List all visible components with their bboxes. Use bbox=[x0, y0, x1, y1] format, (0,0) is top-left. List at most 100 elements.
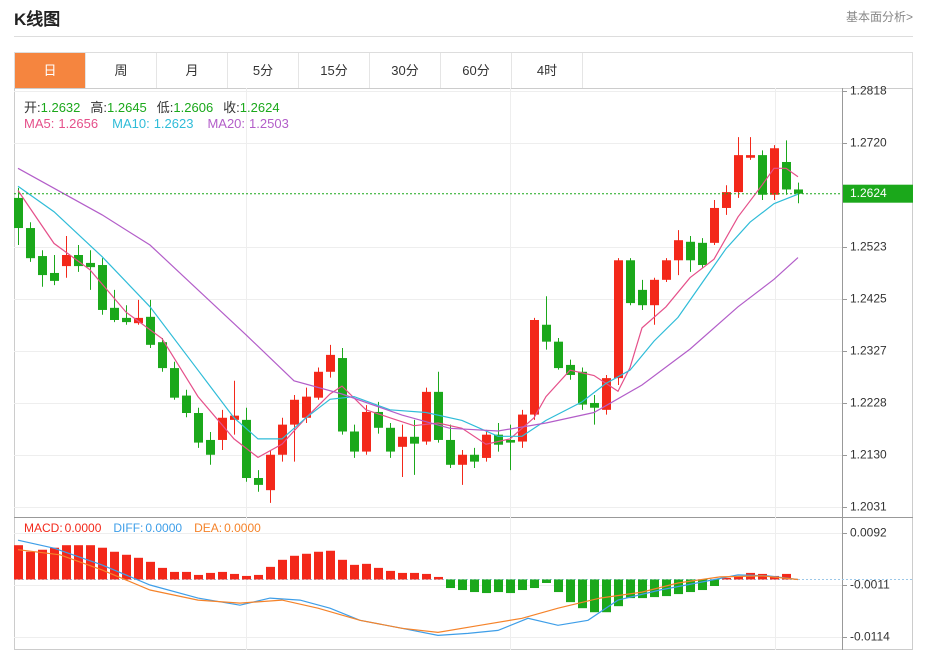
candle-body bbox=[782, 161, 791, 190]
candle-body bbox=[734, 155, 743, 193]
macd-bar bbox=[422, 573, 431, 580]
candle-body bbox=[314, 371, 323, 398]
tab[interactable]: 30分 bbox=[370, 53, 441, 88]
macd-bar bbox=[470, 579, 479, 593]
fundamental-link[interactable]: 基本面分析> bbox=[845, 10, 913, 24]
macd-bar bbox=[494, 579, 503, 593]
candle-body bbox=[458, 454, 467, 465]
tab[interactable]: 日 bbox=[15, 53, 86, 88]
last-price-box bbox=[843, 184, 913, 203]
macd-bar bbox=[326, 550, 335, 580]
candle-body bbox=[422, 391, 431, 442]
candle-body bbox=[98, 265, 107, 310]
candle-body bbox=[530, 319, 539, 415]
candle-body bbox=[194, 413, 203, 443]
macd-bar bbox=[182, 571, 191, 580]
candle-body bbox=[434, 391, 443, 440]
macd-bar bbox=[542, 579, 551, 583]
candle-body bbox=[614, 260, 623, 379]
candle-body bbox=[278, 424, 287, 455]
candle-body bbox=[170, 368, 179, 398]
tab[interactable]: 月 bbox=[157, 53, 228, 88]
last-price-label: 1.2624 bbox=[850, 186, 887, 200]
macd-bar bbox=[254, 574, 263, 580]
y-tick-label: -0.0114 bbox=[850, 630, 890, 644]
legend-name: MA5: bbox=[24, 116, 55, 131]
legend-name: DIFF: bbox=[113, 521, 144, 535]
legend-value: 0.0000 bbox=[64, 521, 102, 535]
macd-bar bbox=[146, 561, 155, 580]
macd-bar bbox=[758, 573, 767, 580]
candle-body bbox=[602, 378, 611, 410]
macd-bar bbox=[650, 579, 659, 598]
macd-bar bbox=[410, 572, 419, 580]
legend-value: 0.0000 bbox=[145, 521, 183, 535]
macd-bar bbox=[278, 559, 287, 580]
y-tick-label: 1.2425 bbox=[850, 292, 887, 306]
macd-bar bbox=[194, 574, 203, 580]
macd-bar bbox=[62, 545, 71, 580]
macd-bar bbox=[110, 551, 119, 580]
macd-bar bbox=[518, 579, 527, 591]
candle-body bbox=[506, 439, 515, 443]
macd-bar bbox=[302, 553, 311, 580]
y-tick-label: 1.2720 bbox=[850, 136, 887, 150]
candle-body bbox=[542, 324, 551, 342]
candle-body bbox=[362, 411, 371, 452]
tab[interactable]: 5分 bbox=[228, 53, 299, 88]
macd-bar bbox=[218, 571, 227, 580]
macd-bar bbox=[722, 577, 731, 580]
ohlc-label: 低: bbox=[156, 100, 174, 115]
candle-body bbox=[254, 478, 263, 485]
macd-bar bbox=[602, 579, 611, 613]
candle-body bbox=[770, 148, 779, 195]
macd-bar bbox=[98, 547, 107, 580]
macd-bar bbox=[434, 576, 443, 580]
macd-bar bbox=[698, 579, 707, 591]
legend-name: MACD: bbox=[24, 521, 63, 535]
candle-body bbox=[326, 354, 335, 372]
candle-body bbox=[218, 417, 227, 440]
macd-bar bbox=[554, 579, 563, 593]
candle-body bbox=[374, 411, 383, 428]
macd-bar bbox=[230, 573, 239, 580]
line bbox=[17, 167, 799, 432]
candle-body bbox=[482, 434, 491, 458]
candle-body bbox=[122, 317, 131, 323]
tab[interactable]: 4时 bbox=[512, 53, 583, 88]
tab[interactable]: 周 bbox=[86, 53, 157, 88]
y-tick-label: 0.0092 bbox=[850, 526, 887, 540]
macd-bar bbox=[350, 564, 359, 580]
macd-bar bbox=[206, 572, 215, 580]
candle-body bbox=[182, 395, 191, 414]
macd-bar bbox=[74, 545, 83, 580]
macd-bar bbox=[686, 579, 695, 593]
ohlc-value: 1.2632 bbox=[40, 100, 81, 115]
ohlc-label: 高: bbox=[90, 100, 108, 115]
candle-body bbox=[146, 316, 155, 345]
legend-value: 1.2656 bbox=[58, 116, 99, 131]
candle-body bbox=[50, 272, 59, 281]
candle-body bbox=[470, 454, 479, 462]
candle-body bbox=[698, 242, 707, 266]
candle-body bbox=[650, 279, 659, 306]
macd-bar bbox=[26, 551, 35, 580]
tab[interactable]: 15分 bbox=[299, 53, 370, 88]
macd-legend: MACD: 0.0000 DIFF: 0.0000 DEA: 0.0000 bbox=[24, 521, 273, 535]
macd-bar bbox=[158, 567, 167, 580]
macd-bar bbox=[122, 554, 131, 580]
macd-bar bbox=[638, 579, 647, 599]
candle-body bbox=[26, 228, 35, 259]
macd-bar bbox=[458, 579, 467, 591]
macd-bar bbox=[374, 567, 383, 580]
y-tick-label: 1.2818 bbox=[850, 84, 887, 98]
candle-body bbox=[710, 207, 719, 243]
ohlc-value: 1.2624 bbox=[239, 100, 280, 115]
macd-bar bbox=[398, 572, 407, 580]
candle-body bbox=[494, 434, 503, 445]
tab[interactable]: 60分 bbox=[441, 53, 512, 88]
macd-bar bbox=[170, 571, 179, 580]
macd-bar bbox=[266, 566, 275, 580]
candle-body bbox=[398, 436, 407, 447]
macd-bar bbox=[530, 579, 539, 589]
